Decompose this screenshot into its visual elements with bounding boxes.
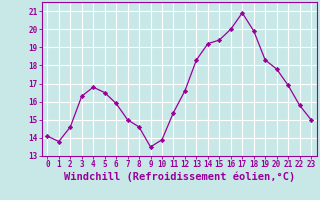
X-axis label: Windchill (Refroidissement éolien,°C): Windchill (Refroidissement éolien,°C) xyxy=(64,172,295,182)
